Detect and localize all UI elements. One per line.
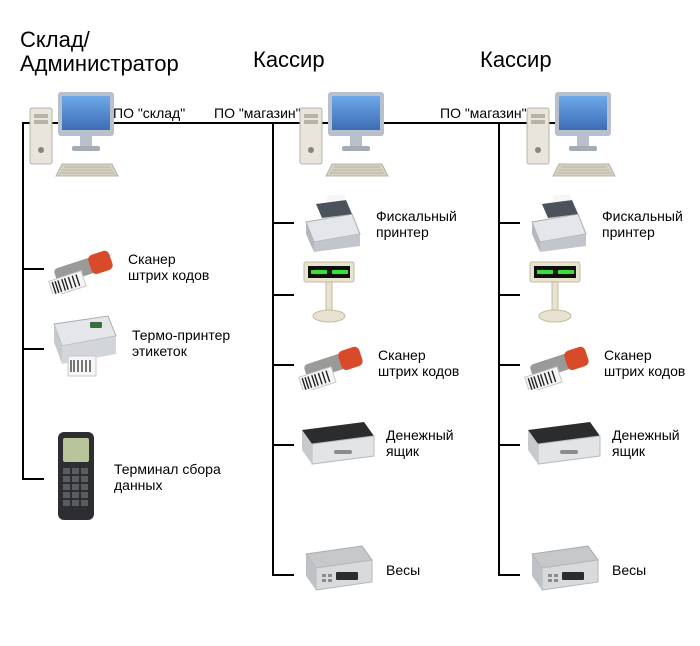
stub-c1-5 bbox=[272, 574, 294, 576]
admin-thermal-printer: Термо-принтер этикеток bbox=[46, 306, 230, 380]
stub-c1-1 bbox=[272, 222, 294, 224]
stub-c1-3 bbox=[272, 364, 294, 366]
c1-receipt-printer: Фискальный принтер bbox=[296, 194, 457, 254]
device-label: Сканер штрих кодов bbox=[378, 347, 459, 379]
link-label-magazin1: ПО "магазин" bbox=[214, 105, 301, 121]
stub-c1-2 bbox=[272, 294, 294, 296]
stub-admin-3 bbox=[22, 478, 44, 480]
receipt-printer-icon bbox=[296, 194, 368, 254]
link-label-magazin2: ПО "магазин" bbox=[440, 105, 527, 121]
stub-c2-1 bbox=[498, 222, 520, 224]
c2-barcode-scanner: Сканер штрих кодов bbox=[522, 336, 685, 390]
c2-cash-drawer: Денежный ящик bbox=[522, 416, 680, 470]
c2-receipt-printer: Фискальный принтер bbox=[522, 194, 683, 254]
device-label: Фискальный принтер bbox=[602, 208, 683, 240]
admin-barcode-scanner: Сканер штрих кодов bbox=[46, 240, 209, 294]
bus-admin-vert bbox=[22, 122, 24, 478]
pos-topology-diagram: Склад/ Администратор Кассир Кассир ПО "с… bbox=[0, 0, 700, 646]
c1-pole-display bbox=[296, 256, 370, 326]
computer-cashier2 bbox=[525, 90, 617, 178]
stub-c2-2 bbox=[498, 294, 520, 296]
device-label: Термо-принтер этикеток bbox=[132, 327, 230, 359]
stub-c2-4 bbox=[498, 444, 520, 446]
link-label-sklad: ПО "склад" bbox=[113, 105, 185, 121]
computer-icon bbox=[298, 90, 390, 178]
computer-cashier1 bbox=[298, 90, 390, 178]
scale-icon bbox=[522, 542, 604, 598]
pole-display-icon bbox=[296, 256, 362, 326]
c1-scale: Весы bbox=[296, 542, 420, 598]
device-label: Весы bbox=[612, 562, 646, 578]
stub-c2-5 bbox=[498, 574, 520, 576]
thermal-printer-icon bbox=[46, 306, 124, 380]
stub-admin-2 bbox=[22, 348, 44, 350]
stub-c1-4 bbox=[272, 444, 294, 446]
c2-pole-display bbox=[522, 256, 596, 326]
barcode-scanner-icon bbox=[46, 240, 120, 294]
c1-barcode-scanner: Сканер штрих кодов bbox=[296, 336, 459, 390]
admin-data-terminal: Терминал сбора данных bbox=[46, 428, 221, 526]
device-label: Фискальный принтер bbox=[376, 208, 457, 240]
pole-display-icon bbox=[522, 256, 588, 326]
col-title-cashier2: Кассир bbox=[480, 48, 552, 72]
device-label: Денежный ящик bbox=[386, 427, 454, 459]
device-label: Сканер штрих кодов bbox=[604, 347, 685, 379]
device-label: Денежный ящик bbox=[612, 427, 680, 459]
computer-icon bbox=[525, 90, 617, 178]
receipt-printer-icon bbox=[522, 194, 594, 254]
device-label: Весы bbox=[386, 562, 420, 578]
col-title-admin: Склад/ Администратор bbox=[20, 28, 179, 76]
cash-drawer-icon bbox=[522, 416, 604, 470]
c1-cash-drawer: Денежный ящик bbox=[296, 416, 454, 470]
device-label: Сканер штрих кодов bbox=[128, 251, 209, 283]
bus-cashier1-vert bbox=[272, 122, 274, 574]
stub-c2-3 bbox=[498, 364, 520, 366]
scale-icon bbox=[296, 542, 378, 598]
c2-scale: Весы bbox=[522, 542, 646, 598]
device-label: Терминал сбора данных bbox=[114, 461, 221, 493]
data-terminal-icon bbox=[46, 428, 106, 526]
col-title-cashier1: Кассир bbox=[253, 48, 325, 72]
cash-drawer-icon bbox=[296, 416, 378, 470]
barcode-scanner-icon bbox=[296, 336, 370, 390]
bus-cashier2-vert bbox=[498, 122, 500, 574]
computer-admin bbox=[28, 90, 120, 178]
stub-admin-1 bbox=[22, 268, 44, 270]
computer-icon bbox=[28, 90, 120, 178]
barcode-scanner-icon bbox=[522, 336, 596, 390]
